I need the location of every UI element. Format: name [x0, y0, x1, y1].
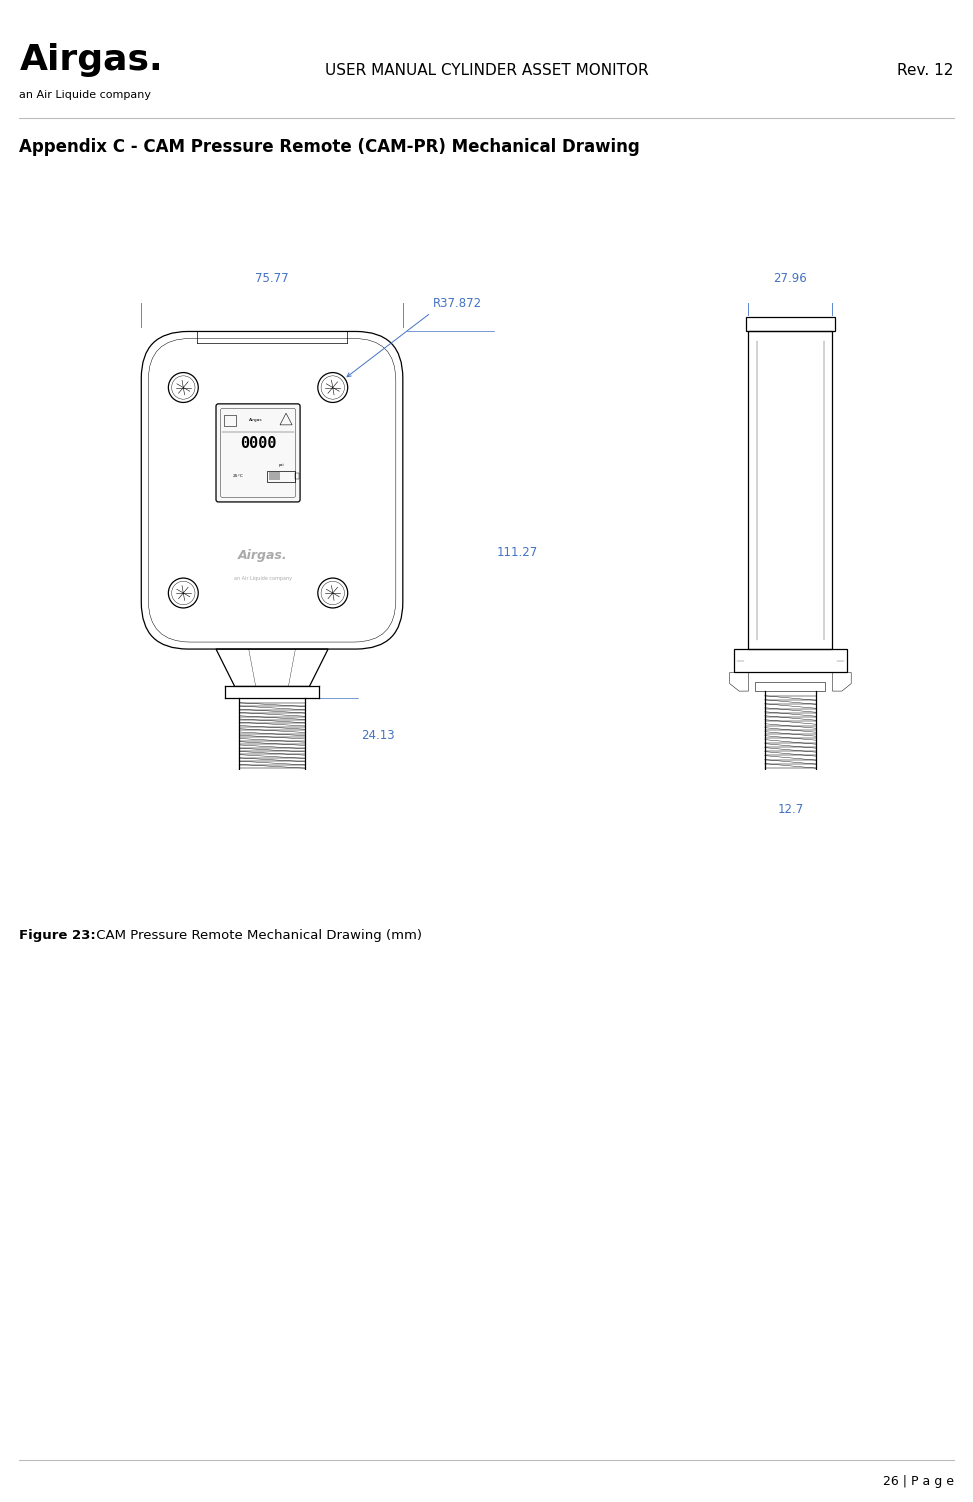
Text: Appendix C - CAM Pressure Remote (CAM-PR) Mechanical Drawing: Appendix C - CAM Pressure Remote (CAM-PR… — [19, 138, 640, 156]
Text: 26 | P a g e: 26 | P a g e — [883, 1475, 954, 1488]
Text: Airgas.: Airgas. — [19, 44, 163, 77]
Text: 75.77: 75.77 — [255, 272, 289, 285]
Circle shape — [168, 578, 198, 608]
Circle shape — [171, 376, 195, 400]
Bar — [225, 415, 235, 425]
FancyBboxPatch shape — [216, 404, 300, 502]
Circle shape — [321, 376, 344, 400]
Text: an Air Liquide company: an Air Liquide company — [19, 90, 152, 99]
Text: 27.96: 27.96 — [774, 272, 808, 285]
Circle shape — [318, 578, 347, 608]
Text: USER MANUAL CYLINDER ASSET MONITOR: USER MANUAL CYLINDER ASSET MONITOR — [325, 63, 648, 78]
Text: CAM Pressure Remote Mechanical Drawing (mm): CAM Pressure Remote Mechanical Drawing (… — [92, 930, 422, 942]
Text: 12.7: 12.7 — [777, 804, 804, 816]
Text: Figure 23:: Figure 23: — [19, 930, 96, 942]
Text: Rev. 12: Rev. 12 — [897, 63, 954, 78]
Circle shape — [321, 581, 344, 605]
Bar — [269, 472, 280, 481]
Text: Airgas.: Airgas. — [237, 550, 288, 562]
Text: 25°C: 25°C — [233, 475, 243, 478]
Bar — [296, 473, 299, 479]
Text: R37.872: R37.872 — [433, 297, 483, 311]
Circle shape — [168, 372, 198, 403]
Text: Airgas: Airgas — [249, 418, 263, 422]
Text: an Air Liquide company: an Air Liquide company — [234, 577, 292, 581]
Bar — [735, 649, 847, 673]
Bar — [268, 470, 296, 482]
Text: 111.27: 111.27 — [496, 545, 537, 559]
Bar — [748, 332, 833, 649]
Text: 24.13: 24.13 — [361, 728, 394, 742]
Circle shape — [171, 581, 195, 605]
Text: 0000: 0000 — [239, 436, 276, 451]
Bar — [755, 682, 825, 691]
Text: psi: psi — [278, 463, 284, 467]
Bar — [746, 317, 835, 332]
Circle shape — [318, 372, 347, 403]
